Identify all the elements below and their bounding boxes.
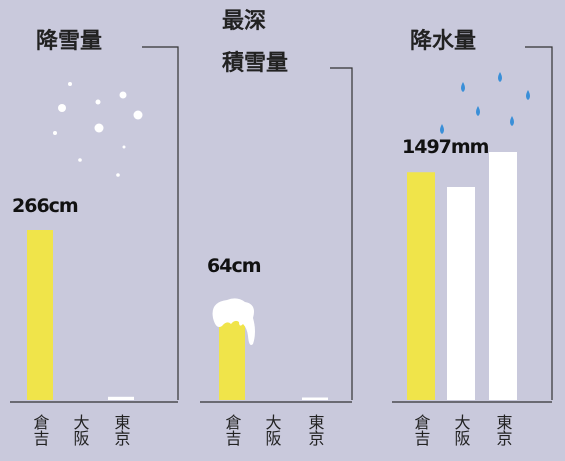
category-label: 倉吉 [31, 414, 50, 446]
category-label: 東京 [306, 414, 325, 447]
bar [27, 230, 53, 400]
frame [525, 46, 553, 400]
rain-decoration [440, 72, 530, 134]
chart-title: 積雪量 [222, 51, 288, 76]
frame [142, 46, 179, 400]
category-label: 倉吉 [223, 414, 242, 446]
category-label: 大阪 [263, 414, 282, 446]
category-label: 東京 [112, 414, 131, 447]
bar [447, 186, 475, 400]
category-label: 倉吉 [412, 414, 431, 446]
bar [302, 397, 328, 400]
chart-title: 最深 [222, 9, 266, 34]
value-label: 266cm [12, 195, 78, 217]
category-label: 大阪 [452, 414, 471, 446]
snow-decoration [53, 82, 143, 177]
chart-title: 降水量 [410, 29, 476, 54]
bar [108, 396, 134, 400]
category-label: 大阪 [71, 414, 90, 446]
value-label: 1497mm [402, 136, 489, 158]
frame [330, 67, 353, 400]
bar [219, 320, 245, 400]
chart-title: 降雪量 [36, 29, 102, 54]
snow-cap-decoration [212, 298, 255, 345]
category-label: 東京 [494, 414, 513, 447]
bar [489, 152, 517, 400]
value-label: 64cm [207, 255, 261, 277]
bar [407, 172, 435, 400]
